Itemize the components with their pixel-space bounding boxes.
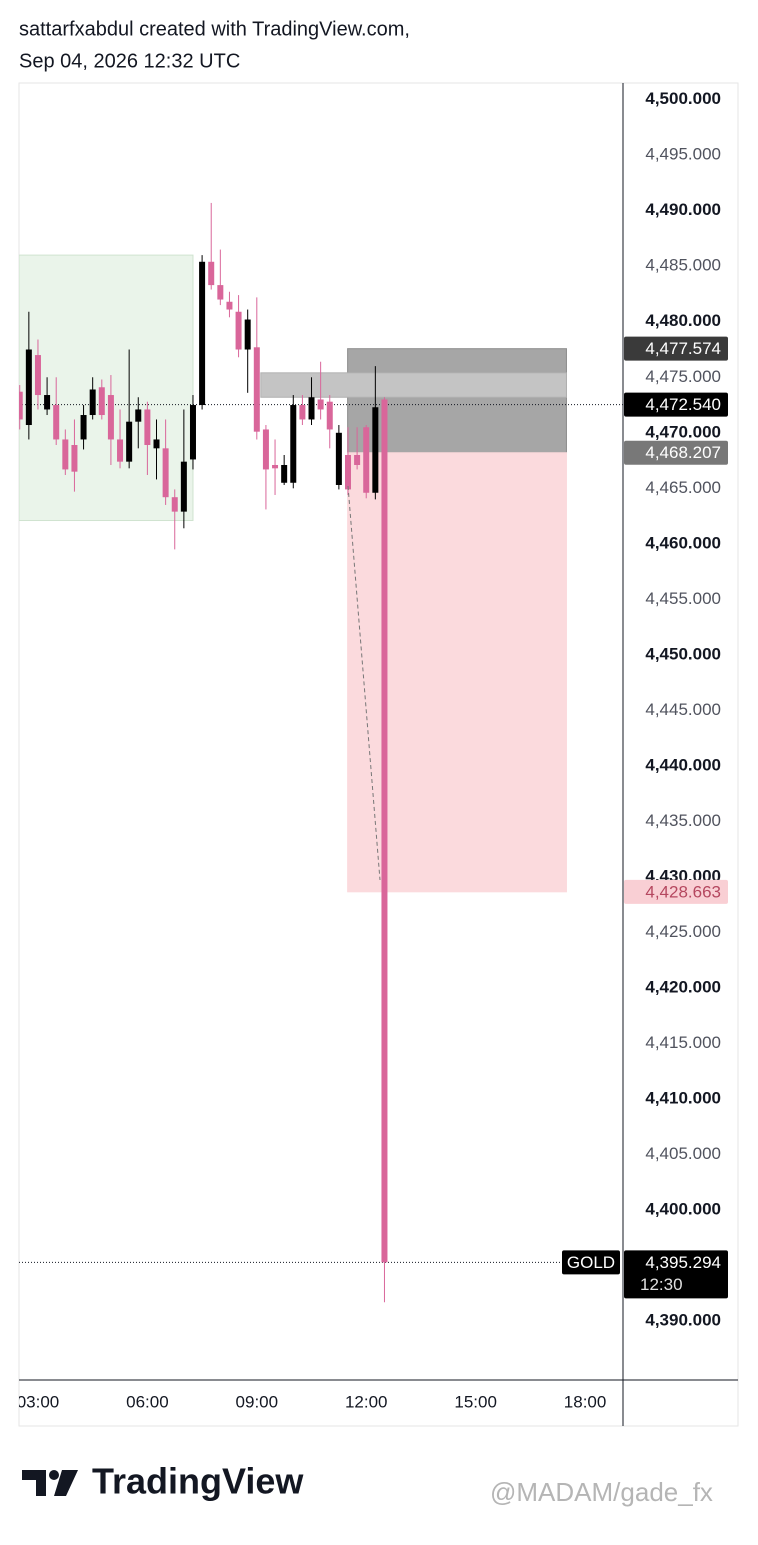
candle-body — [189, 405, 196, 460]
y-tick-label: 4,405.000 — [645, 1144, 721, 1163]
candle-body — [62, 439, 69, 470]
y-tick-label: 4,420.000 — [645, 977, 721, 996]
symbol-label: GOLD — [567, 1253, 615, 1272]
price-tag-label: 4,477.574 — [645, 339, 721, 358]
x-axis: 03:00 06:00 09:00 12:00 15:00 18:00 — [17, 1392, 607, 1411]
candle-body — [135, 409, 142, 422]
drawing-rect — [260, 372, 567, 398]
tradingview-logo: TradingView — [22, 1461, 304, 1502]
symbol-tag — [562, 1250, 620, 1275]
x-tick-label: 03:00 — [17, 1392, 60, 1411]
candle-body — [354, 454, 361, 465]
candle-body — [71, 445, 78, 472]
price-tag-label: 4,428.663 — [645, 882, 721, 901]
logo-text: TradingView — [92, 1461, 304, 1502]
candle-body — [272, 464, 279, 469]
candle-body — [335, 432, 342, 485]
candle-body — [34, 355, 41, 396]
y-tick-label: 4,390.000 — [645, 1311, 721, 1330]
drawing-rect — [347, 348, 567, 454]
plot-area — [19, 202, 623, 1303]
candle-body — [80, 415, 87, 440]
y-tick-label: 4,465.000 — [645, 478, 721, 497]
last-price-label: 4,395.294 — [645, 1253, 721, 1272]
logo-icon — [22, 1470, 46, 1496]
candle-body — [253, 347, 260, 432]
drawing-rect — [347, 452, 567, 893]
x-tick-label: 18:00 — [564, 1392, 607, 1411]
y-tick-label: 4,490.000 — [645, 200, 721, 219]
candle-body — [381, 399, 388, 1263]
logo-icon — [54, 1470, 78, 1496]
candle-body — [299, 405, 306, 420]
y-tick-label: 4,410.000 — [645, 1089, 721, 1108]
y-tick-label: 4,435.000 — [645, 811, 721, 830]
y-tick-label: 4,480.000 — [645, 311, 721, 330]
candle-body — [290, 405, 297, 483]
candle-body — [244, 319, 251, 350]
candle-body — [162, 448, 169, 498]
candle-body — [126, 421, 133, 462]
candle-body — [153, 439, 160, 449]
price-tag-label: 4,472.540 — [645, 395, 721, 414]
candle-body — [217, 285, 224, 300]
y-tick-label: 4,500.000 — [645, 89, 721, 108]
x-tick-label: 12:00 — [345, 1392, 388, 1411]
y-tick-label: 4,425.000 — [645, 922, 721, 941]
candle-body — [44, 395, 51, 410]
y-tick-label: 4,485.000 — [645, 256, 721, 275]
candle-body — [180, 461, 187, 512]
candle-body — [235, 311, 242, 350]
y-tick-label: 4,400.000 — [645, 1200, 721, 1219]
y-tick-label: 4,475.000 — [645, 367, 721, 386]
countdown-label: 12:30 — [640, 1275, 683, 1294]
projection-line — [347, 485, 381, 881]
candle-body — [281, 464, 288, 483]
candle-body — [25, 349, 32, 426]
price-tag-label: 4,468.207 — [645, 443, 721, 462]
candle-body — [53, 405, 60, 440]
candle-body — [19, 391, 23, 420]
candle-body — [372, 407, 379, 493]
candle-body — [363, 427, 370, 493]
y-tick-label: 4,440.000 — [645, 755, 721, 774]
candle-body — [144, 409, 151, 446]
price-tag — [624, 392, 728, 417]
candle-body — [262, 429, 269, 470]
x-tick-label: 09:00 — [236, 1392, 279, 1411]
logo-icon — [49, 1470, 59, 1480]
candle-body — [107, 395, 114, 440]
candle-body — [89, 389, 96, 416]
candle-body — [98, 387, 105, 416]
watermark: @MADAM/gade_fx — [490, 1477, 713, 1507]
y-tick-label: 4,450.000 — [645, 644, 721, 663]
candle-body — [308, 397, 315, 420]
y-tick-label: 4,470.000 — [645, 422, 721, 441]
candle-body — [326, 401, 333, 430]
candle-body — [317, 399, 324, 410]
x-tick-label: 06:00 — [126, 1392, 169, 1411]
x-tick-label: 15:00 — [454, 1392, 497, 1411]
y-tick-label: 4,415.000 — [645, 1033, 721, 1052]
price-tag — [624, 336, 728, 361]
candle-body — [117, 439, 124, 462]
candle-body — [199, 261, 206, 406]
header-line: Sep 04, 2026 12:32 UTC — [19, 50, 240, 72]
candle-body — [344, 454, 351, 490]
header-line: sattarfxabdul created with TradingView.c… — [19, 18, 410, 40]
candle-body — [171, 497, 178, 512]
price-tag — [624, 440, 728, 465]
y-tick-label: 4,445.000 — [645, 700, 721, 719]
axes: 4,390.0004,395.0004,400.0004,405.0004,41… — [17, 89, 728, 1411]
y-tick-label: 4,460.000 — [645, 533, 721, 552]
last-price-tag — [624, 1250, 728, 1299]
y-tick-label: 4,495.000 — [645, 145, 721, 164]
candle-body — [226, 301, 233, 310]
candle-body — [208, 261, 215, 286]
y-tick-label: 4,455.000 — [645, 589, 721, 608]
price-tag — [624, 879, 728, 904]
